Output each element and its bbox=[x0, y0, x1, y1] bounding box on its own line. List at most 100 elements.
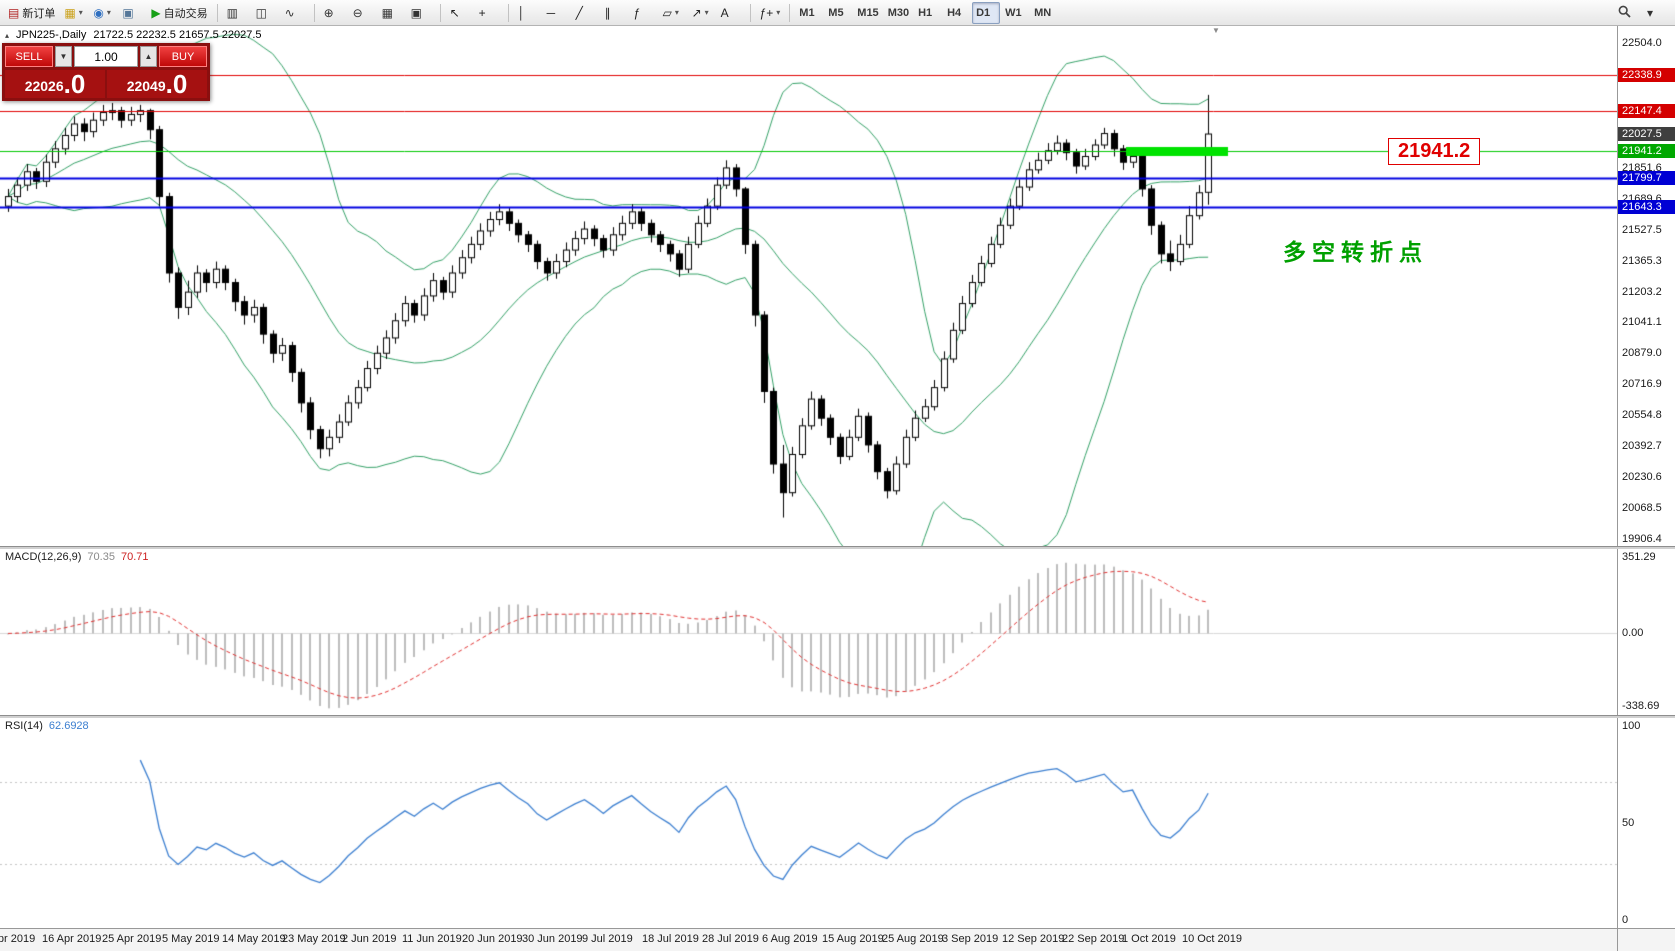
indicators-icon: ƒ+ bbox=[759, 5, 774, 20]
sell-button[interactable]: SELL bbox=[5, 46, 53, 67]
timeframe-M15-button[interactable]: M15 bbox=[853, 2, 882, 24]
auto-trading-button[interactable]: ▶ 自动交易 bbox=[147, 2, 211, 24]
price-chart-canvas[interactable] bbox=[0, 26, 1618, 546]
axis-corner bbox=[1617, 929, 1675, 951]
date-axis-label: 10 Oct 2019 bbox=[1182, 933, 1242, 945]
timeframe-W1-button-label: W1 bbox=[1005, 6, 1022, 19]
timeframe-H1-button-label: H1 bbox=[918, 6, 933, 19]
pane-splitter[interactable] bbox=[0, 546, 1675, 549]
price-axis-tick: 20230.6 bbox=[1622, 471, 1662, 484]
rsi-pane: RSI(14) 62.6928 100 50 0 bbox=[0, 718, 1675, 928]
timeframe-H4-button-label: H4 bbox=[947, 6, 962, 19]
macd-axis-tick: -338.69 bbox=[1622, 700, 1660, 712]
line-chart-button[interactable]: ∿ bbox=[281, 2, 309, 24]
date-axis-label: 25 Aug 2019 bbox=[882, 933, 944, 945]
fibonacci-button[interactable]: ƒ bbox=[630, 2, 658, 24]
macd-axis[interactable]: 351.29 0.00 -338.69 bbox=[1617, 549, 1675, 715]
new-order-button[interactable]: ▤ 新订单 bbox=[4, 2, 59, 24]
zoom-out-button[interactable]: ⊖ bbox=[349, 2, 377, 24]
price-axis-tick: 20068.5 bbox=[1622, 502, 1662, 515]
date-axis-label: 15 Aug 2019 bbox=[822, 933, 884, 945]
terminal-button[interactable]: ▣ bbox=[118, 2, 146, 24]
date-axis-label: 7 Apr 2019 bbox=[0, 933, 36, 945]
timeframe-D1-button[interactable]: D1 bbox=[972, 1, 1001, 24]
pane-splitter[interactable] bbox=[0, 715, 1675, 718]
sell-price-main: 22026 bbox=[24, 78, 64, 95]
macd-name: MACD(12,26,9) bbox=[5, 551, 82, 563]
timeframe-M5-button[interactable]: M5 bbox=[824, 2, 852, 24]
channel-icon: ∥ bbox=[604, 5, 611, 20]
macd-label: MACD(12,26,9) 70.35 70.71 bbox=[5, 551, 148, 563]
toolbars-button[interactable]: ▾ bbox=[1643, 2, 1671, 24]
timeframe-MN-button[interactable]: MN bbox=[1030, 2, 1058, 24]
vertical-line-icon: │ bbox=[517, 5, 526, 20]
timeframe-W1-button[interactable]: W1 bbox=[1001, 2, 1029, 24]
chart-shift-marker[interactable]: ▼ bbox=[1212, 26, 1220, 35]
shapes-button[interactable]: ▱ ▾ bbox=[659, 2, 687, 24]
cursor-icon: ↖ bbox=[449, 5, 460, 20]
price-axis-tick: 20879.0 bbox=[1622, 347, 1662, 360]
timeframe-M30-button[interactable]: M30 bbox=[884, 2, 913, 24]
crosshair-button[interactable]: + bbox=[475, 2, 503, 24]
volume-decrease-button[interactable]: ▼ bbox=[55, 46, 72, 67]
volume-input[interactable]: 1.00 bbox=[74, 46, 138, 67]
crosshair-icon: + bbox=[478, 5, 486, 20]
channel-button[interactable]: ∥ bbox=[601, 2, 629, 24]
profiles-button[interactable]: ◉ ▾ bbox=[89, 2, 117, 24]
zoom-in-button[interactable]: ⊕ bbox=[320, 2, 348, 24]
trendline-button[interactable]: ╱ bbox=[572, 2, 600, 24]
candlestick-button[interactable]: ◫ bbox=[252, 2, 280, 24]
date-axis-label: 2 Jun 2019 bbox=[342, 933, 397, 945]
rsi-axis-tick: 50 bbox=[1622, 817, 1635, 829]
rsi-canvas[interactable] bbox=[0, 718, 1618, 928]
cascade-windows-button[interactable]: ▣ bbox=[407, 2, 435, 24]
buy-price-display: 22049 .0 bbox=[107, 70, 207, 98]
price-axis-tick: 22504.0 bbox=[1622, 37, 1662, 49]
macd-axis-tick: 351.29 bbox=[1622, 551, 1656, 563]
timeframe-H4-button[interactable]: H4 bbox=[943, 2, 971, 24]
one-click-trade-panel: SELL ▼ 1.00 ▲ BUY 22026 .0 22049 .0 bbox=[2, 43, 210, 101]
price-axis[interactable]: 22504.0 21851.6 21689.6 21527.5 21365.3 21203… bbox=[1617, 26, 1675, 546]
buy-button[interactable]: BUY bbox=[159, 46, 207, 67]
price-chart-pane: ▴ JPN225-,Daily 21722.5 22232.5 21657.5 … bbox=[0, 26, 1675, 546]
price-axis-tick: 20392.7 bbox=[1622, 440, 1662, 453]
candlestick-icon: ◫ bbox=[255, 5, 267, 20]
volume-increase-button[interactable]: ▲ bbox=[140, 46, 157, 67]
macd-canvas[interactable] bbox=[0, 549, 1618, 715]
price-tag: 22147.4 bbox=[1618, 104, 1675, 119]
text-icon: A bbox=[720, 5, 729, 20]
chart-ohlc-values: 21722.5 22232.5 21657.5 22027.5 bbox=[93, 29, 262, 41]
timeframe-M5-button-label: M5 bbox=[828, 6, 844, 19]
bar-chart-button[interactable]: ▥ bbox=[223, 2, 251, 24]
auto-trading-button-label: 自动交易 bbox=[163, 7, 208, 20]
toolbar-separator bbox=[313, 3, 315, 22]
price-axis-tick: 21365.3 bbox=[1622, 254, 1662, 267]
new-chart-button[interactable]: ▦ ▾ bbox=[60, 2, 88, 24]
horizontal-line-button[interactable]: ─ bbox=[543, 2, 571, 24]
buy-price-main: 22049 bbox=[126, 78, 166, 95]
arrows-button[interactable]: ↗ ▾ bbox=[688, 2, 716, 24]
indicators-button[interactable]: ƒ+ ▾ bbox=[756, 2, 785, 24]
horizontal-line-icon: ─ bbox=[546, 5, 556, 20]
tile-windows-button[interactable]: ▦ bbox=[378, 2, 406, 24]
timeframe-M1-button[interactable]: M1 bbox=[795, 2, 823, 24]
new-chart-icon: ▦ bbox=[64, 5, 76, 20]
vertical-line-button[interactable]: │ bbox=[514, 2, 542, 24]
sell-price-display: 22026 .0 bbox=[5, 70, 105, 98]
search-button[interactable] bbox=[1614, 2, 1642, 24]
date-axis-label: 23 May 2019 bbox=[282, 933, 346, 945]
one-click-panel-toggle-icon[interactable]: ▴ bbox=[5, 30, 10, 40]
date-axis-label: 28 Jul 2019 bbox=[702, 933, 759, 945]
price-axis-tick: 21041.1 bbox=[1622, 316, 1662, 329]
timeframe-H1-button[interactable]: H1 bbox=[914, 2, 942, 24]
rsi-axis[interactable]: 100 50 0 bbox=[1617, 718, 1675, 928]
price-axis-tick: 20554.8 bbox=[1622, 409, 1662, 422]
cursor-button[interactable]: ↖ bbox=[446, 2, 474, 24]
price-level-callout[interactable]: 21941.2 bbox=[1388, 137, 1481, 165]
text-button[interactable]: A bbox=[717, 2, 745, 24]
rsi-axis-tick: 100 bbox=[1622, 720, 1641, 732]
rsi-name: RSI(14) bbox=[5, 720, 43, 732]
turning-point-annotation[interactable]: 多空转折点 bbox=[1283, 239, 1428, 265]
